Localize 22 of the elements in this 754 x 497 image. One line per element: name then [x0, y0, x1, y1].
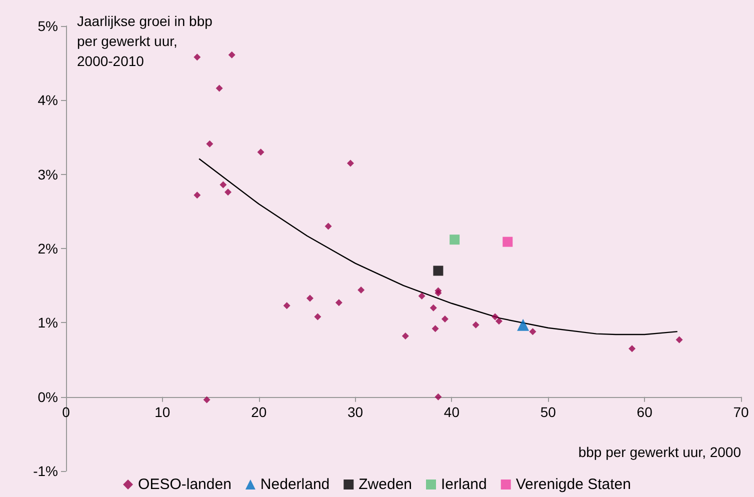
x-tick-label: 20	[251, 404, 267, 420]
y-tick-label: 1%	[38, 314, 58, 331]
x-axis-title: bbp per gewerkt uur, 2000	[578, 444, 742, 460]
legend-label: Verenigde Staten	[516, 476, 631, 493]
y-axis-title: Jaarlijkse groei in bbp per gewerkt uur, 2000-2010	[77, 13, 216, 69]
x-tick-label: 0	[62, 404, 70, 420]
x-tick-label: 40	[444, 404, 460, 420]
y-tick-label: 4%	[38, 92, 58, 108]
x-tick-label: 50	[540, 404, 556, 420]
legend-label: OESO-landen	[138, 476, 232, 493]
y-tick-label: -1%	[33, 463, 58, 479]
x-tick-label: 60	[636, 404, 653, 420]
y-tick-label: 3%	[38, 166, 58, 182]
y-tick-label: 5%	[38, 18, 58, 34]
y-tick-label: 0%	[38, 388, 58, 405]
legend-label: Nederland	[260, 476, 330, 493]
x-tick-label: 10	[154, 404, 170, 420]
x-tick-label: 30	[347, 404, 364, 420]
x-tick-label: 70	[733, 404, 749, 420]
y-tick-label: 2%	[38, 240, 58, 256]
legend-label: Zweden	[358, 476, 412, 493]
legend-label: Ierland	[441, 476, 487, 493]
